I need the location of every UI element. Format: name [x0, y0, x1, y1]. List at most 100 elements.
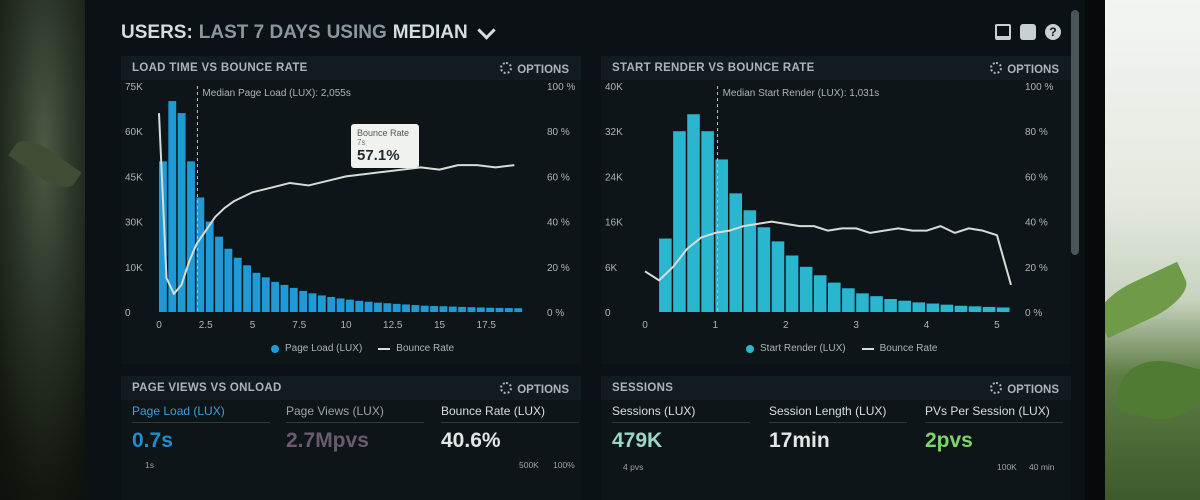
options-button[interactable]: OPTIONS: [500, 382, 569, 396]
stat-sessions: Sessions (LUX) 479K: [612, 404, 750, 453]
x-tick-label: 2: [783, 320, 789, 331]
y-tick-label-left: 75K: [125, 82, 143, 93]
histogram-bar: [842, 288, 855, 312]
x-tick-label: 3: [853, 320, 859, 331]
legend-swatch-line: [861, 347, 874, 350]
y-tick-label-left: 10K: [125, 263, 143, 274]
histogram-bar: [374, 302, 382, 312]
histogram-bar: [940, 304, 954, 312]
panel-title: LOAD TIME VS BOUNCE RATE: [132, 62, 308, 74]
histogram-bar: [233, 257, 242, 312]
histogram-bar: [870, 296, 883, 312]
y-tick-label-right: 100 %: [1025, 82, 1053, 93]
tooltip-label: Bounce Rate: [357, 128, 410, 138]
tooltip-x: 7s: [357, 138, 366, 147]
stat-value: 17min: [769, 429, 830, 452]
y-tick-label-right: 0 %: [547, 308, 564, 319]
monitor-bezel: USERS: LAST 7 DAYS USING MEDIAN ? LOAD T…: [85, 0, 1105, 500]
y-tick-label-left: 40K: [605, 82, 623, 93]
footer-tick: 100K: [997, 462, 1017, 472]
x-tick-label: 1: [713, 320, 719, 331]
x-tick-label: 15: [434, 320, 446, 331]
y-tick-label-right: 20 %: [547, 263, 570, 274]
header-icons: ?: [995, 24, 1061, 40]
histogram-bar: [729, 193, 743, 312]
gear-icon: [500, 382, 513, 394]
chart-legend: Start Render (LUX) Bounce Rate: [746, 343, 937, 354]
chevron-down-icon[interactable]: [477, 20, 496, 40]
legend-label-bars: Start Render (LUX): [760, 343, 846, 354]
histogram-bar: [187, 161, 195, 312]
tooltip-value: 57.1%: [357, 147, 400, 164]
median-annotation: Median Page Load (LUX): 2,055s: [202, 88, 350, 99]
bounce-rate-line: [158, 113, 515, 295]
load-time-chart: 0 10K 30K 45K 60K 75K 0 % 20 % 40 % 60 % 80 % 100 %…: [125, 82, 575, 331]
leaf-decoration: [1090, 261, 1195, 339]
stat-value: 40.6%: [441, 429, 501, 452]
panel-header: SESSIONS OPTIONS: [601, 376, 1071, 400]
histogram-bar: [411, 305, 420, 312]
histogram-bar: [327, 296, 336, 312]
header-prefix: USERS:: [121, 22, 193, 43]
histogram-bar: [912, 302, 926, 312]
histogram-bar: [215, 236, 223, 312]
options-button[interactable]: OPTIONS: [990, 382, 1059, 396]
y-tick-label-left: 0: [125, 308, 131, 319]
options-label: OPTIONS: [517, 64, 569, 76]
histogram-bar: [392, 303, 401, 312]
histogram-bar: [476, 307, 485, 312]
legend-label-line: Bounce Rate: [396, 343, 455, 354]
histogram-bar: [884, 299, 897, 312]
leaf-decoration: [8, 132, 82, 196]
share-icon[interactable]: [1020, 24, 1036, 40]
footer-tick: 40 min: [1029, 462, 1055, 472]
panel-header: LOAD TIME VS BOUNCE RATE OPTIONS: [121, 56, 581, 80]
histogram-bar: [448, 306, 457, 312]
histogram-bar: [828, 282, 841, 312]
stat-label: Sessions (LUX): [612, 404, 750, 423]
legend-label-line: Bounce Rate: [879, 343, 938, 354]
header-range[interactable]: LAST 7 DAYS: [198, 22, 321, 43]
histogram-bar: [673, 131, 686, 312]
gear-icon: [990, 382, 1003, 394]
x-tick-label: 7.5: [292, 320, 306, 331]
histogram-bar: [271, 281, 280, 312]
stat-page-views: Page Views (LUX) 2.7Mpvs: [286, 404, 424, 453]
histogram-bar: [954, 305, 968, 312]
options-button[interactable]: OPTIONS: [500, 62, 569, 76]
x-tick-label: 10: [340, 320, 352, 331]
stat-label: PVs Per Session (LUX): [925, 404, 1063, 423]
monitor-icon[interactable]: [995, 24, 1011, 40]
histogram-bar: [308, 293, 317, 312]
legend-label-bars: Page Load (LUX): [285, 343, 363, 354]
help-icon[interactable]: ?: [1045, 24, 1061, 40]
histogram-bar: [757, 227, 771, 312]
header-metric[interactable]: MEDIAN: [392, 22, 468, 43]
histogram-bar: [402, 304, 410, 312]
x-tick-label: 2.5: [199, 320, 213, 331]
histogram-bar: [771, 241, 785, 312]
histogram-bar: [495, 307, 504, 312]
histogram-bar: [514, 308, 523, 312]
histogram-bar: [898, 300, 911, 312]
histogram-bar: [177, 113, 186, 312]
histogram-bar: [420, 305, 429, 312]
sessions-panel: SESSIONS OPTIONS Sessions (LUX) 479K Ses…: [601, 376, 1071, 500]
x-tick-label: 4: [924, 320, 930, 331]
options-label: OPTIONS: [1007, 64, 1059, 76]
y-tick-label-right: 60 %: [1025, 172, 1048, 183]
options-button[interactable]: OPTIONS: [990, 62, 1059, 76]
stat-label: Page Load (LUX): [132, 404, 270, 423]
page-views-panel: PAGE VIEWS VS ONLOAD OPTIONS Page Load (…: [121, 376, 581, 500]
footer-tick: 4 pvs: [623, 462, 644, 472]
scrollbar[interactable]: [1071, 10, 1079, 255]
gear-icon: [500, 62, 513, 74]
footer-tick: 500K: [519, 460, 539, 470]
histogram-bar: [317, 295, 326, 312]
histogram-bar: [224, 248, 233, 312]
options-label: OPTIONS: [1007, 384, 1059, 396]
histogram-bar: [996, 307, 1010, 312]
options-label: OPTIONS: [517, 384, 569, 396]
histogram-bar: [205, 221, 214, 312]
y-tick-label-left: 60K: [125, 127, 143, 138]
